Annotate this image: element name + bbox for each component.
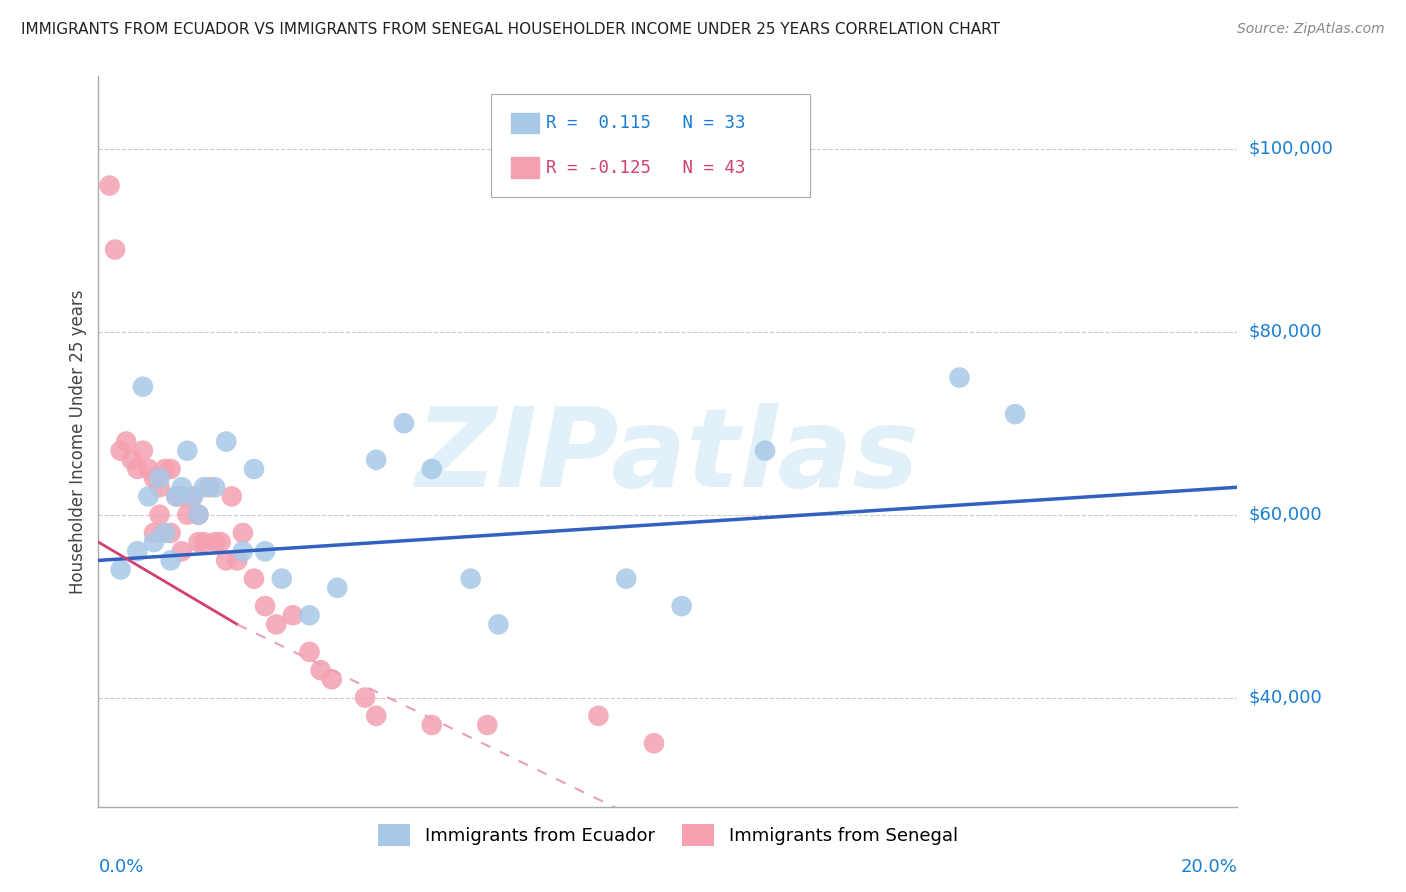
Point xyxy=(486,617,509,632)
Point xyxy=(243,462,266,476)
Point xyxy=(170,489,193,503)
Point xyxy=(643,736,665,750)
Point xyxy=(460,572,482,586)
Point xyxy=(132,379,155,393)
Point xyxy=(270,572,292,586)
Point xyxy=(176,443,198,458)
Point xyxy=(754,443,776,458)
Point xyxy=(366,708,388,723)
Point xyxy=(153,525,176,540)
Point xyxy=(98,178,121,193)
Point xyxy=(671,599,693,614)
Point xyxy=(193,480,215,494)
Point xyxy=(420,462,443,476)
Text: $80,000: $80,000 xyxy=(1249,323,1322,341)
Point xyxy=(226,553,249,567)
Point xyxy=(165,489,187,503)
Text: R =  0.115   N = 33: R = 0.115 N = 33 xyxy=(546,114,745,132)
Point xyxy=(281,608,304,623)
Point xyxy=(165,489,187,503)
Point xyxy=(121,452,143,467)
Point xyxy=(209,535,232,549)
Text: $60,000: $60,000 xyxy=(1249,506,1322,524)
Point xyxy=(143,525,166,540)
Legend: Immigrants from Ecuador, Immigrants from Senegal: Immigrants from Ecuador, Immigrants from… xyxy=(371,816,965,853)
Point xyxy=(187,535,209,549)
FancyBboxPatch shape xyxy=(491,95,810,196)
Point xyxy=(110,443,132,458)
Point xyxy=(170,480,193,494)
Text: IMMIGRANTS FROM ECUADOR VS IMMIGRANTS FROM SENEGAL HOUSEHOLDER INCOME UNDER 25 Y: IMMIGRANTS FROM ECUADOR VS IMMIGRANTS FR… xyxy=(21,22,1000,37)
Point xyxy=(104,243,127,257)
Point xyxy=(215,434,238,449)
Bar xyxy=(510,112,538,133)
Point xyxy=(153,462,176,476)
Point xyxy=(254,599,277,614)
Point xyxy=(159,462,181,476)
Point xyxy=(354,690,377,705)
Point xyxy=(326,581,349,595)
Point xyxy=(243,572,266,586)
Point xyxy=(138,489,160,503)
Point xyxy=(187,508,209,522)
Point xyxy=(148,480,170,494)
Point xyxy=(420,718,443,732)
Point xyxy=(176,508,198,522)
Point xyxy=(614,572,637,586)
Point xyxy=(148,471,170,485)
Point xyxy=(321,673,343,687)
Point xyxy=(181,489,204,503)
Point xyxy=(110,562,132,576)
Point xyxy=(392,416,415,430)
Text: 0.0%: 0.0% xyxy=(98,857,143,876)
Y-axis label: Householder Income Under 25 years: Householder Income Under 25 years xyxy=(69,289,87,594)
Point xyxy=(309,663,332,677)
Point xyxy=(159,553,181,567)
Point xyxy=(148,508,170,522)
Point xyxy=(221,489,243,503)
Point xyxy=(366,452,388,467)
Point xyxy=(204,480,226,494)
Text: R = -0.125   N = 43: R = -0.125 N = 43 xyxy=(546,159,745,177)
Point xyxy=(138,462,160,476)
Point xyxy=(232,544,254,558)
Point xyxy=(198,480,221,494)
Point xyxy=(264,617,287,632)
Point xyxy=(115,434,138,449)
Text: $40,000: $40,000 xyxy=(1249,689,1322,706)
Text: $100,000: $100,000 xyxy=(1249,140,1333,158)
Point xyxy=(127,462,149,476)
Point xyxy=(159,525,181,540)
Point xyxy=(948,370,970,384)
Point xyxy=(181,489,204,503)
Point xyxy=(232,525,254,540)
Text: ZIPatlas: ZIPatlas xyxy=(416,402,920,509)
Point xyxy=(127,544,149,558)
Text: Source: ZipAtlas.com: Source: ZipAtlas.com xyxy=(1237,22,1385,37)
Point xyxy=(193,535,215,549)
Point xyxy=(187,508,209,522)
Point xyxy=(170,544,193,558)
Point xyxy=(254,544,277,558)
Point xyxy=(143,471,166,485)
Point xyxy=(132,443,155,458)
Point xyxy=(1004,407,1026,421)
Point xyxy=(588,708,610,723)
Point xyxy=(477,718,499,732)
Bar xyxy=(510,157,538,178)
Point xyxy=(143,535,166,549)
Point xyxy=(298,608,321,623)
Point xyxy=(215,553,238,567)
Point xyxy=(204,535,226,549)
Point xyxy=(298,645,321,659)
Text: 20.0%: 20.0% xyxy=(1181,857,1237,876)
